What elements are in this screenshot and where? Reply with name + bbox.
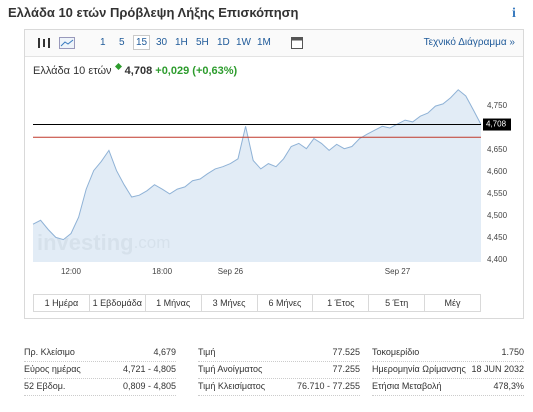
stats-column: Πρ. Κλείσιμο 4,679 Εύρος ημέρας 4,721 - 4,8…	[24, 345, 176, 396]
stat-label: Εύρος ημέρας	[24, 364, 81, 374]
y-tick-label: 4,500	[487, 211, 508, 220]
range-tab[interactable]: 5 Έτη	[369, 295, 426, 311]
stat-label: Ετήσια Μεταβολή	[372, 381, 442, 391]
y-tick-label: 4,450	[487, 233, 508, 242]
stat-value: 1.750	[501, 347, 524, 357]
stat-value: 0,809 - 4,805	[122, 381, 176, 391]
stats-row: 52 Εβδομ. 0,809 - 4,805	[24, 379, 176, 396]
stats-column: Τιμή 77.525 Τιμή Ανοίγματος 77.255 Τιμή Κλει…	[198, 345, 360, 396]
stats-row: Τιμή Κλεισίματος 76.710 - 77.255	[198, 379, 360, 396]
price-label: 4,708	[486, 120, 507, 129]
up-icon	[114, 63, 122, 70]
x-tick-label: 18:00	[152, 267, 173, 276]
price-label-box	[483, 118, 511, 131]
y-tick-label: 4,400	[487, 255, 508, 264]
stats-row: Τιμή Ανοίγματος 77.255	[198, 362, 360, 379]
range-tab[interactable]: 3 Μήνες	[202, 295, 258, 311]
stat-value: 478,3%	[493, 381, 524, 391]
y-tick-label: 4,600	[487, 167, 508, 176]
x-tick-label: Sep 27	[385, 267, 411, 276]
stat-value: 4,679	[153, 347, 176, 357]
stat-label: Τοκομερίδιο	[372, 347, 420, 357]
stat-label: Ημερομηνία Ωρίμανσης	[372, 364, 466, 374]
interval-button[interactable]: 30	[156, 37, 168, 48]
y-tick-label: 4,650	[487, 145, 508, 154]
range-tab[interactable]: 1 Έτος	[313, 295, 370, 311]
candles-icon[interactable]	[37, 37, 51, 49]
stats-row: Πρ. Κλείσιμο 4,679	[24, 345, 176, 362]
stat-value: 77.525	[332, 347, 360, 357]
x-tick-label: 12:00	[61, 267, 82, 276]
area-icon[interactable]	[59, 37, 75, 49]
stat-label: Τιμή Ανοίγματος	[198, 364, 263, 374]
range-tab[interactable]: Μέγ	[444, 298, 461, 308]
stats-row: Τιμή 77.525	[198, 345, 360, 362]
range-tabs: 1 Ημέρα 1 Εβδομάδα 1 Μήνας 3 Μήνες 6 Μήνες 1 …	[33, 294, 481, 312]
quote-change: +0,029	[155, 65, 190, 77]
quote-name: Ελλάδα 10 ετών	[33, 65, 112, 77]
stat-value: 76.710 - 77.255	[296, 381, 360, 391]
stat-label: Πρ. Κλείσιμο	[24, 347, 75, 357]
toolbar: 1 5 15 30 1H 5H 1D 1W 1M Τεχνικό Διάγραμμα »	[25, 30, 523, 57]
quote-change-percent: (+0,63%)	[192, 65, 238, 77]
stat-value: 18 JUN 2032	[471, 364, 524, 374]
area-line	[32, 89, 482, 241]
interval-button[interactable]: 5	[119, 37, 125, 48]
stats-row: Ετήσια Μεταβολή 478,3%	[372, 379, 524, 396]
stats-row: Ημερομηνία Ωρίμανσης 18 JUN 2032	[372, 362, 524, 379]
x-tick-label: Sep 26	[218, 267, 244, 276]
stat-label: 52 Εβδομ.	[24, 381, 66, 391]
area-fill	[33, 89, 481, 262]
chart-frame	[24, 29, 524, 319]
interval-button[interactable]: 15	[133, 35, 151, 50]
stat-label: Τιμή Κλεισίματος	[198, 381, 266, 391]
quote-price: 4,708	[124, 65, 153, 77]
interval-button[interactable]: 1D	[217, 37, 230, 48]
range-tab[interactable]: 6 Μήνες	[258, 295, 314, 311]
stats-row: Εύρος ημέρας 4,721 - 4,805	[24, 362, 176, 379]
interval-button[interactable]: 1W	[236, 37, 251, 48]
page-title: Ελλάδα 10 ετών Πρόβλεψη Λήξης Επισκόπηση	[8, 5, 299, 20]
calendar-icon[interactable]	[291, 36, 303, 49]
info-icon[interactable]: i	[512, 6, 516, 21]
range-tab[interactable]: 1 Εβδομάδα	[90, 295, 146, 311]
interval-button[interactable]: 1H	[175, 37, 188, 48]
stats-column: Τοκομερίδιο 1.750 Ημερομηνία Ωρίμανσης 18 J…	[372, 345, 524, 396]
stat-value: 4,721 - 4,805	[122, 364, 176, 374]
stat-value: 77.255	[332, 364, 360, 374]
interval-button[interactable]: 5H	[196, 37, 209, 48]
interval-button[interactable]: 1M	[257, 37, 271, 48]
range-tab[interactable]: 1 Ημέρα	[34, 295, 90, 311]
stat-label: Τιμή	[198, 347, 216, 357]
technical-chart-link[interactable]: Τεχνικό Διάγραμμα »	[423, 37, 515, 48]
quote: Ελλάδα 10 ετών 4,708 +0,029 (+0,63%)	[33, 63, 237, 77]
interval-button[interactable]: 1	[100, 37, 106, 48]
y-tick-label: 4,550	[487, 189, 508, 198]
y-tick-label: 4,750	[487, 101, 508, 110]
range-tab[interactable]: 1 Μήνας	[146, 295, 202, 311]
stats-row: Τοκομερίδιο 1.750	[372, 345, 524, 362]
